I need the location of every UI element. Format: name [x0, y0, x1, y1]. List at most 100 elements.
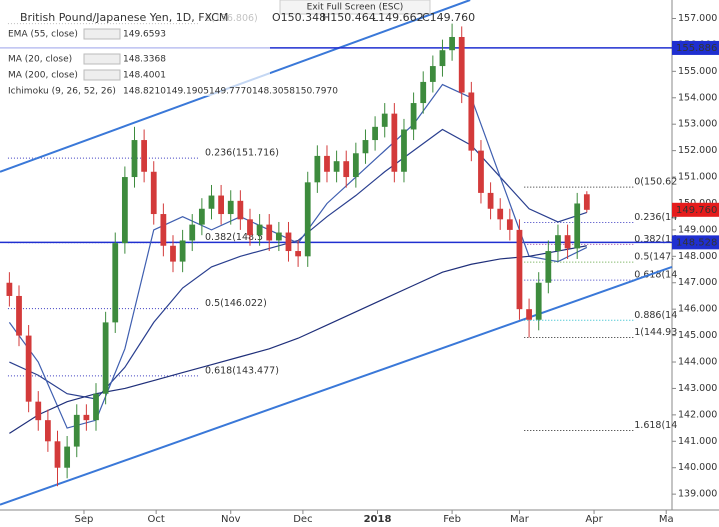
candle-body: [54, 441, 61, 468]
x-tick-label: Nov: [221, 514, 241, 525]
candle-body: [333, 161, 340, 172]
ohlc-label: H150.464: [322, 11, 376, 24]
candle-body: [372, 126, 378, 141]
ichimoku-value: 148.8210: [123, 87, 166, 97]
candle-body: [83, 414, 90, 421]
candle-body: [25, 335, 32, 402]
ohlc-label: O150.348: [272, 11, 326, 24]
candle-body: [478, 150, 484, 193]
candle-body: [141, 140, 148, 172]
candle-body: [516, 229, 523, 310]
candle-body: [391, 113, 398, 172]
indicator-value: 148.3368: [123, 55, 166, 65]
y-tick-label: 146.000: [678, 304, 717, 315]
candle-body: [189, 224, 196, 241]
candle-body: [429, 66, 436, 82]
candle-body: [343, 161, 350, 178]
fib-label: 1(144.93: [634, 327, 677, 338]
indicator-value: 149.6593: [123, 30, 166, 40]
candle-body: [275, 232, 282, 241]
candle-body: [506, 219, 513, 230]
y-tick-label: 139.000: [678, 489, 717, 500]
candle-body: [227, 200, 234, 215]
y-tick-label: 144.000: [678, 357, 717, 368]
candle-body: [439, 50, 446, 67]
x-tick-label: Oct: [148, 514, 165, 525]
x-tick-label: 2018: [364, 514, 392, 525]
y-tick-label: 149.000: [678, 224, 717, 235]
candle-body: [564, 235, 571, 249]
price-badge: [672, 40, 719, 55]
fib-label: 1.618(14: [634, 420, 677, 431]
candle-body: [218, 195, 224, 215]
price-badge-label: 148.528: [676, 237, 717, 248]
fib-label: 0.236(14: [634, 212, 677, 223]
candle-body: [208, 195, 215, 209]
candle-body: [121, 177, 128, 244]
candle-body: [555, 235, 561, 252]
last-price-badge: [672, 202, 719, 217]
price-badge: [672, 235, 719, 250]
y-tick-label: 140.000: [678, 462, 717, 473]
y-tick-label: 141.000: [678, 436, 717, 447]
candle-body: [535, 282, 542, 320]
indicator-name: MA (200, close): [8, 71, 78, 81]
ichimoku-name: Ichimoku (9, 26, 52, 26): [8, 87, 116, 97]
fib-label: 0.382(148.5: [205, 232, 263, 243]
indicator-name: EMA (55, close): [8, 30, 78, 40]
fib-label: 0.5(146.022): [205, 298, 267, 309]
candle-body: [237, 200, 244, 220]
candle-body: [381, 113, 388, 127]
fib-label: 0(150.62: [634, 177, 677, 188]
indicator-buttons: [83, 28, 121, 40]
candle-body: [285, 232, 292, 252]
candle-body: [160, 214, 167, 246]
indicator-value: 148.4001: [123, 71, 166, 81]
candle-body: [304, 182, 311, 257]
ohlc-label: L149.662: [372, 11, 424, 24]
candle-body: [150, 171, 157, 215]
candle-body: [487, 192, 494, 209]
last-price-label: 149.760: [676, 205, 717, 216]
x-tick-label: Dec: [293, 514, 312, 525]
y-tick-label: 154.000: [678, 92, 717, 103]
y-tick-label: 157.000: [678, 13, 717, 24]
candle-body: [102, 322, 109, 394]
candle-body: [35, 401, 42, 421]
candle-body: [44, 420, 51, 442]
candle-body: [256, 224, 263, 236]
candle-body: [266, 224, 273, 241]
ichimoku-value: 149.1905: [166, 87, 209, 97]
candle-body: [458, 36, 465, 93]
candle-body: [497, 208, 504, 220]
y-tick-label: 152.000: [678, 145, 717, 156]
y-tick-label: 142.000: [678, 409, 717, 420]
candle-body: [314, 155, 321, 183]
x-tick-label: Mar: [510, 514, 530, 525]
candle-body: [574, 203, 581, 249]
fib-label: 0.5(147.: [634, 252, 674, 263]
y-tick-label: 153.000: [678, 119, 717, 130]
candle-body: [247, 219, 253, 236]
indicator-buttons: [83, 53, 121, 65]
title: British Pound/Japanese Yen, 1D, FXCM: [20, 11, 228, 24]
banner[interactable]: Exit Full Screen (ESC): [307, 3, 404, 13]
candle-body: [324, 155, 330, 172]
price-badge-label: 155.886: [676, 43, 717, 54]
ichimoku-value: 150.7970: [295, 87, 338, 97]
banner-box[interactable]: [279, 0, 431, 15]
candle-body: [131, 140, 138, 178]
candle-body: [362, 140, 369, 154]
candle-body: [112, 243, 119, 323]
y-tick-label: 155.000: [678, 66, 717, 77]
fib-label: 0.618(143.477): [205, 365, 279, 376]
candle-body: [198, 208, 205, 225]
candle-body: [583, 194, 590, 210]
fib-label: 0.382(14: [634, 234, 677, 245]
fib-label: 0.886(14: [634, 310, 677, 321]
candle-body: [295, 251, 301, 257]
candle-body: [468, 92, 475, 151]
ichimoku-value: 148.3058: [252, 87, 295, 97]
fib-label: 0.236(151.716): [205, 148, 279, 159]
